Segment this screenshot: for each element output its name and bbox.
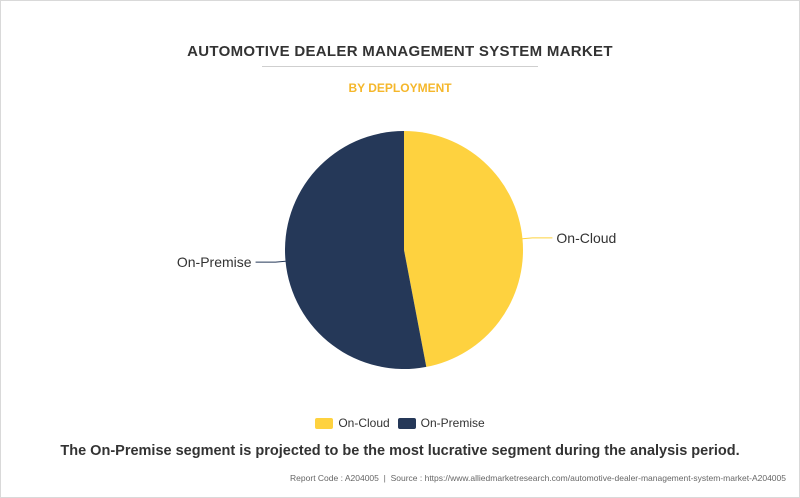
legend-label-on-premise: On-Premise <box>420 416 485 430</box>
pie-slice-on-cloud[interactable] <box>404 131 524 367</box>
footer-separator: | <box>383 473 386 483</box>
leader-line-on-cloud <box>522 237 553 240</box>
chart-subtitle: BY DEPLOYMENT <box>348 81 452 95</box>
legend-swatch-on-cloud <box>315 417 334 429</box>
source-text: Source : https://www.alliedmarketresearc… <box>390 473 786 483</box>
chart-title: AUTOMOTIVE DEALER MANAGEMENT SYSTEM MARK… <box>187 43 613 60</box>
legend: On-Cloud On-Premise <box>0 416 800 430</box>
legend-item-on-premise[interactable]: On-Premise <box>397 416 485 430</box>
slice-label-on-premise: On-Premise <box>177 254 252 270</box>
slice-label-on-cloud: On-Cloud <box>556 230 616 246</box>
chart-caption: The On-Premise segment is projected to b… <box>60 443 740 459</box>
footer: Report Code : A204005 | Source : https:/… <box>290 473 786 483</box>
legend-swatch-on-premise <box>397 417 416 429</box>
leader-line-on-premise <box>255 260 286 263</box>
legend-label-on-cloud: On-Cloud <box>338 416 390 430</box>
report-code: Report Code : A204005 <box>290 473 379 483</box>
title-divider <box>262 66 538 67</box>
legend-item-on-cloud[interactable]: On-Cloud <box>315 416 390 430</box>
pie-slice-on-premise[interactable] <box>285 131 427 369</box>
